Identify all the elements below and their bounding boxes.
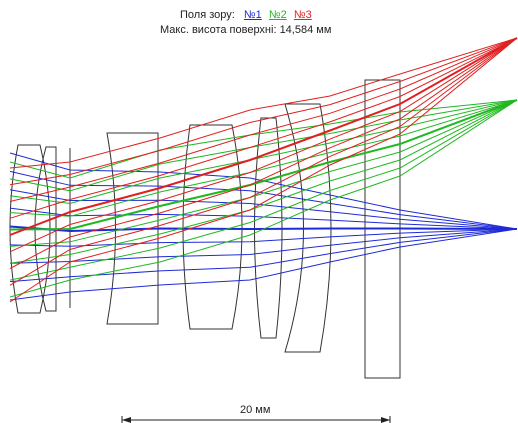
ray-field-2	[9, 99, 518, 281]
ray-field-3	[9, 37, 518, 202]
lens-3	[106, 132, 159, 325]
ray-field-3	[9, 37, 518, 219]
ray-field-3	[9, 37, 518, 286]
ray-field-1	[9, 228, 518, 283]
scale-bar-left-arrow	[122, 417, 131, 423]
lens-6	[284, 103, 332, 353]
scale-bar-right-arrow	[381, 417, 390, 423]
ray-field-2	[9, 99, 518, 298]
ray-field-1	[9, 228, 518, 247]
ray-field-1	[9, 189, 518, 230]
ray-bundles	[9, 37, 518, 303]
ray-field-1	[9, 170, 518, 230]
ray-field-3	[9, 37, 518, 269]
ray-field-2	[9, 99, 518, 205]
field-1-legend: №1	[243, 9, 262, 21]
ray-field-1	[9, 228, 518, 301]
ray-field-1	[9, 152, 518, 230]
ray-field-3	[9, 37, 518, 169]
scale-bar	[121, 416, 391, 423]
field-2-legend: №2	[268, 9, 287, 21]
ray-field-1	[9, 225, 518, 233]
ray-field-3	[9, 37, 518, 253]
lens-2	[34, 146, 57, 312]
ray-field-3	[9, 37, 518, 186]
field-legend: Поля зору: №1 №2 №3	[180, 9, 312, 22]
scale-bar-label: 20 мм	[240, 404, 271, 416]
field-3-legend: №3	[293, 9, 312, 21]
ray-field-3	[9, 37, 518, 303]
ray-field-3	[9, 37, 518, 236]
max-surface-height: Макс. висота поверхні: 14,584 мм	[160, 24, 332, 36]
ray-field-2	[9, 99, 518, 192]
fields-label: Поля зору:	[180, 9, 235, 21]
